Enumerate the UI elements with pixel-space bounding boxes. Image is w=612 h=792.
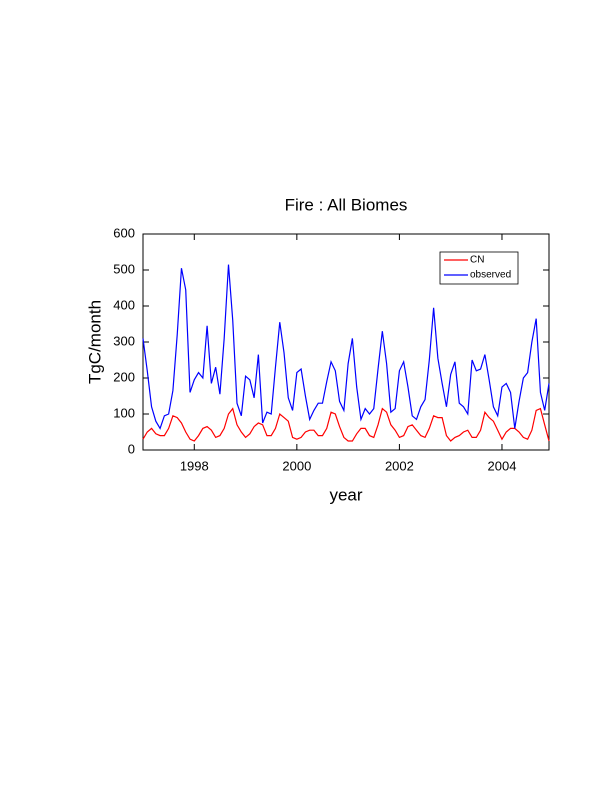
- legend-label: observed: [470, 270, 511, 281]
- y-tick-label: 100: [113, 405, 135, 420]
- x-axis-label: year: [329, 485, 362, 504]
- legend-label: CN: [470, 255, 484, 266]
- series-line: [142, 264, 550, 430]
- x-tick-label: 1998: [180, 458, 209, 473]
- y-tick-label: 200: [113, 369, 135, 384]
- x-tick-label: 2004: [488, 458, 517, 473]
- y-axis-label: TgC/month: [85, 300, 104, 384]
- x-tick-label: 2002: [385, 458, 414, 473]
- x-tick-label: 2000: [282, 458, 311, 473]
- legend-box: [439, 251, 519, 285]
- y-tick-label: 600: [113, 225, 135, 240]
- y-tick-label: 0: [128, 441, 135, 456]
- series-line: [142, 407, 550, 442]
- y-tick-label: 300: [113, 333, 135, 348]
- y-tick-label: 400: [113, 297, 135, 312]
- chart-title: Fire : All Biomes: [285, 195, 408, 214]
- y-tick-label: 500: [113, 261, 135, 276]
